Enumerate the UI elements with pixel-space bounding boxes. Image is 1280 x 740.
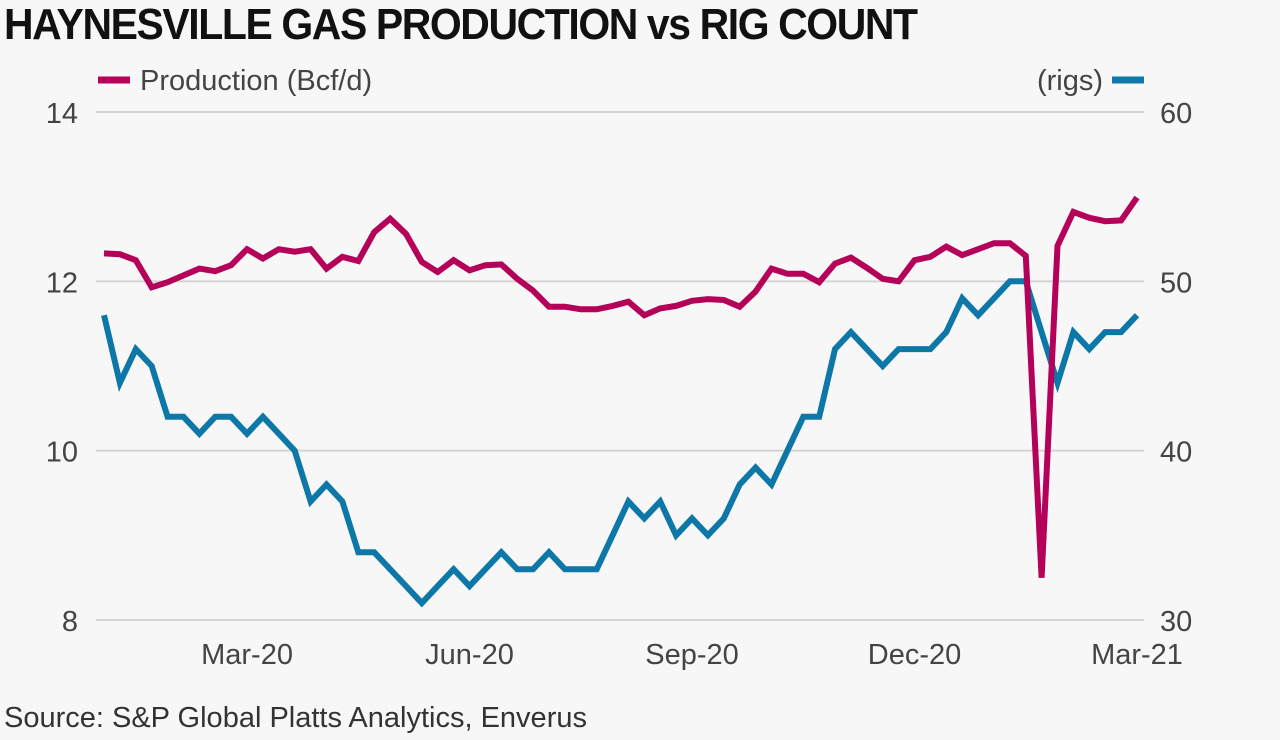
chart-title: HAYNESVILLE GAS PRODUCTION vs RIG COUNT — [4, 0, 918, 49]
right-tick-label: 60 — [1160, 98, 1192, 130]
x-tick-label: Jun-20 — [425, 639, 514, 671]
left-axis-ticks: 8 10 12 14 — [46, 98, 78, 638]
legend-production-label: Production (Bcf/d) — [140, 65, 372, 97]
right-axis-ticks: 30 40 50 60 — [1160, 98, 1192, 638]
right-tick-label: 30 — [1160, 606, 1192, 638]
grid-layer — [96, 111, 1144, 621]
source-note: Source: S&P Global Platts Analytics, Env… — [4, 702, 587, 734]
x-tick-label: Mar-20 — [201, 639, 293, 671]
right-tick-label: 40 — [1160, 437, 1192, 469]
series-layer — [101, 195, 1140, 608]
chart: 8 10 12 14 30 40 50 60 Mar-20 Jun-20 Sep-20 Dec-2… — [46, 65, 1193, 671]
right-tick-label: 50 — [1160, 267, 1192, 299]
left-tick-label: 12 — [46, 267, 78, 299]
legend-rigs-label: (rigs) — [1037, 65, 1103, 97]
rig-count-line — [101, 278, 1140, 608]
left-tick-label: 8 — [62, 606, 78, 638]
production-line — [103, 195, 1140, 578]
x-tick-label: Sep-20 — [645, 639, 739, 671]
x-tick-label: Mar-21 — [1091, 639, 1183, 671]
x-axis-ticks: Mar-20 Jun-20 Sep-20 Dec-20 Mar-21 — [201, 639, 1183, 671]
x-tick-label: Dec-20 — [868, 639, 962, 671]
legend: Production (Bcf/d) (rigs) — [98, 65, 1144, 97]
left-tick-label: 10 — [46, 437, 78, 469]
left-tick-label: 14 — [46, 98, 78, 130]
